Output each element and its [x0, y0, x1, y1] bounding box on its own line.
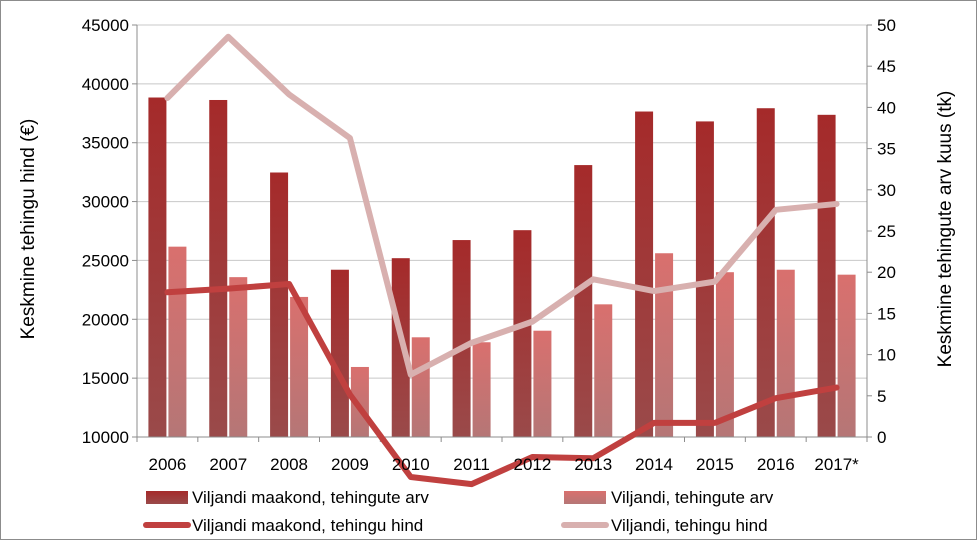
y-right-tick-label: 45 [877, 57, 896, 76]
bar-viljandi-count [472, 342, 491, 437]
x-tick-label: 2016 [757, 455, 795, 474]
y-left-tick-label: 45000 [82, 16, 129, 35]
bar-maakond-count [330, 269, 349, 437]
x-tick-label: 2009 [331, 455, 369, 474]
y-right-tick-label: 35 [877, 140, 896, 159]
x-tick-label: 2006 [149, 455, 187, 474]
legend-label-viljandi-price: Viljandi, tehingu hind [611, 516, 768, 535]
y-right-tick-label: 15 [877, 304, 896, 323]
legend: Viljandi maakond, tehingute arv Viljandi… [143, 488, 774, 535]
y-left-tick-label: 20000 [82, 310, 129, 329]
bar-viljandi-count [715, 272, 734, 437]
bar-viljandi-count [168, 246, 187, 437]
bar-maakond-count [452, 240, 471, 437]
tick-labels: 10000 15000 20000 25000 30000 35000 40000 45000… [82, 16, 896, 474]
y-left-tick-label: 15000 [82, 369, 129, 388]
y-right-axis-title: Keskmine tehingute arv kuus (tk) [935, 91, 956, 368]
legend-swatch-maakond-count [146, 491, 188, 504]
line-maakond-price [164, 280, 840, 488]
gridlines [137, 24, 867, 438]
y-right-tick-label: 30 [877, 181, 896, 200]
y-right-tick-label: 10 [877, 346, 896, 365]
bar-viljandi-count [655, 253, 674, 437]
bar-viljandi-count [229, 277, 248, 437]
x-tick-label: 2010 [392, 455, 430, 474]
y-left-tick-label: 30000 [82, 193, 129, 212]
y-right-tick-label: 40 [877, 98, 896, 117]
x-tick-label: 2015 [696, 455, 734, 474]
bar-viljandi-count [411, 337, 430, 437]
bar-maakond-count [574, 165, 593, 437]
y-right-tick-label: 20 [877, 263, 896, 282]
x-tick-label: 2013 [574, 455, 612, 474]
x-tick-label: 2011 [453, 455, 490, 474]
bar-maakond-count [270, 172, 289, 437]
bar-maakond-count [148, 97, 167, 438]
y-right-tick-label: 5 [877, 387, 886, 406]
bar-viljandi-count [594, 304, 613, 437]
line-viljandi-price [164, 33, 840, 378]
y-left-tick-label: 40000 [82, 75, 129, 94]
x-tick-label: 2007 [209, 455, 247, 474]
y-right-tick-label: 0 [877, 428, 886, 447]
bar-viljandi-count [837, 274, 856, 437]
bar-maakond-count [817, 114, 836, 437]
bar-maakond-count [695, 121, 714, 438]
bar-viljandi-count [290, 296, 309, 437]
legend-label-maakond-count: Viljandi maakond, tehingute arv [192, 488, 429, 507]
x-tick-label: 2012 [514, 455, 552, 474]
x-tick-label: 2017* [814, 455, 859, 474]
bars [148, 97, 856, 438]
y-left-tick-label: 35000 [82, 134, 129, 153]
bar-viljandi-count [533, 330, 552, 437]
y-left-tick-label: 25000 [82, 251, 129, 270]
bar-viljandi-count [776, 269, 795, 437]
y-left-tick-label: 10000 [82, 428, 129, 447]
x-tick-label: 2008 [270, 455, 308, 474]
axes [132, 24, 872, 442]
bar-maakond-count [209, 99, 228, 437]
lines [164, 33, 840, 488]
y-right-tick-label: 50 [877, 16, 896, 35]
legend-swatch-viljandi-count [564, 491, 606, 504]
bar-viljandi-count [350, 366, 369, 437]
y-right-tick-label: 25 [877, 222, 896, 241]
y-left-axis-title: Keskmine tehingu hind (€) [18, 119, 39, 340]
x-tick-label: 2014 [635, 455, 673, 474]
legend-label-viljandi-count: Viljandi, tehingute arv [611, 488, 774, 507]
bar-maakond-count [635, 111, 654, 438]
bar-maakond-count [513, 230, 532, 437]
bar-maakond-count [756, 108, 775, 437]
legend-label-maakond-price: Viljandi maakond, tehingu hind [192, 516, 423, 535]
